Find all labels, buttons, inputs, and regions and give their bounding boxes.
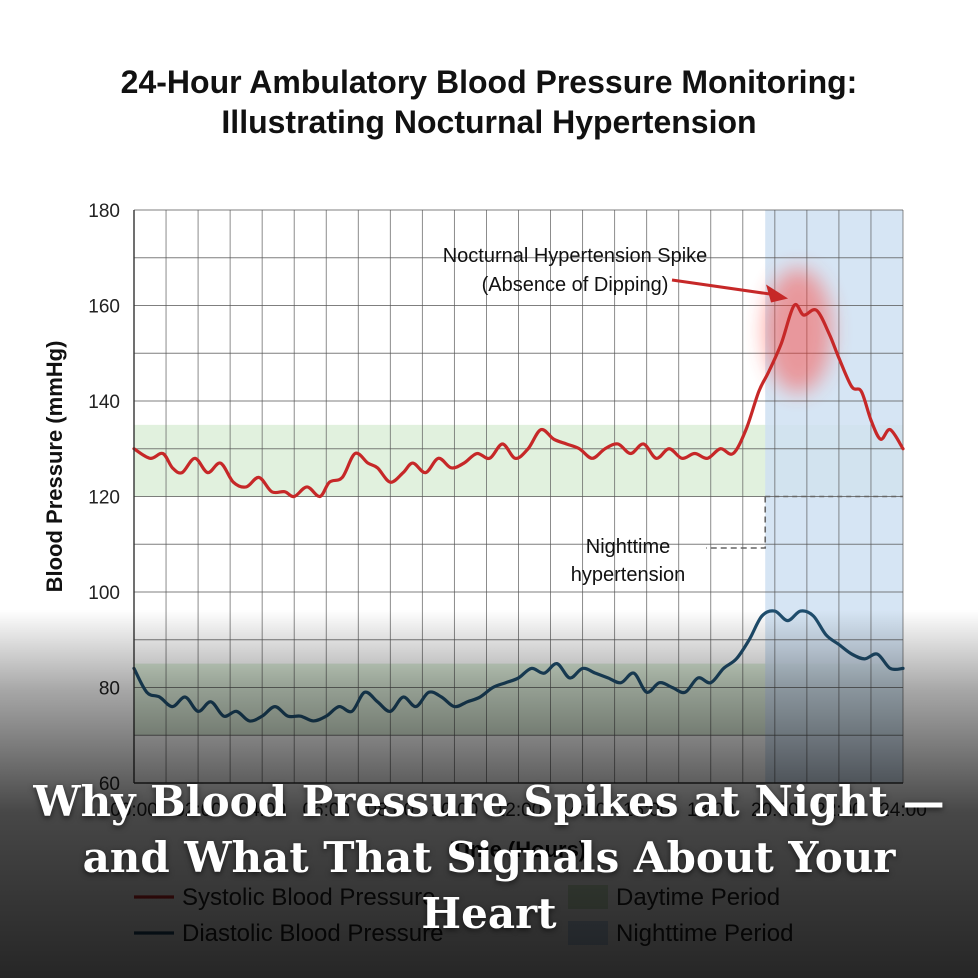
chart-title-line-1: 24-Hour Ambulatory Blood Pressure Monito… xyxy=(120,64,858,100)
y-tick-label: 140 xyxy=(88,392,120,413)
spike-arrow-shaft xyxy=(671,278,781,297)
y-tick-label: 120 xyxy=(88,488,120,509)
y-axis-label: Blood Pressure (mmHg) xyxy=(42,341,67,593)
y-tick-label: 160 xyxy=(88,297,120,318)
headline-gradient-overlay xyxy=(0,610,978,978)
spike-annotation-line-1: Nocturnal Hypertension Spike xyxy=(443,245,708,267)
nighttime-annotation-line-1: Nighttime xyxy=(586,536,670,558)
chart-title-line-2: Illustrating Nocturnal Hypertension xyxy=(221,104,757,140)
y-tick-label: 100 xyxy=(88,583,120,604)
chart-title: 24-Hour Ambulatory Blood Pressure Monito… xyxy=(0,62,978,142)
article-headline: Why Blood Pressure Spikes at Night — and… xyxy=(33,777,945,938)
peak-glow xyxy=(764,268,833,393)
annotations: Nocturnal Hypertension Spike (Absence of … xyxy=(443,245,789,586)
systolic-line xyxy=(132,302,905,499)
spike-annotation-line-2: (Absence of Dipping) xyxy=(482,274,669,296)
annotation-connector xyxy=(706,496,767,549)
spike-arrow-head xyxy=(766,284,789,303)
nighttime-annotation-line-2: hypertension xyxy=(571,564,686,586)
y-tick-label: 180 xyxy=(88,201,120,222)
reference-line-group xyxy=(706,495,903,549)
